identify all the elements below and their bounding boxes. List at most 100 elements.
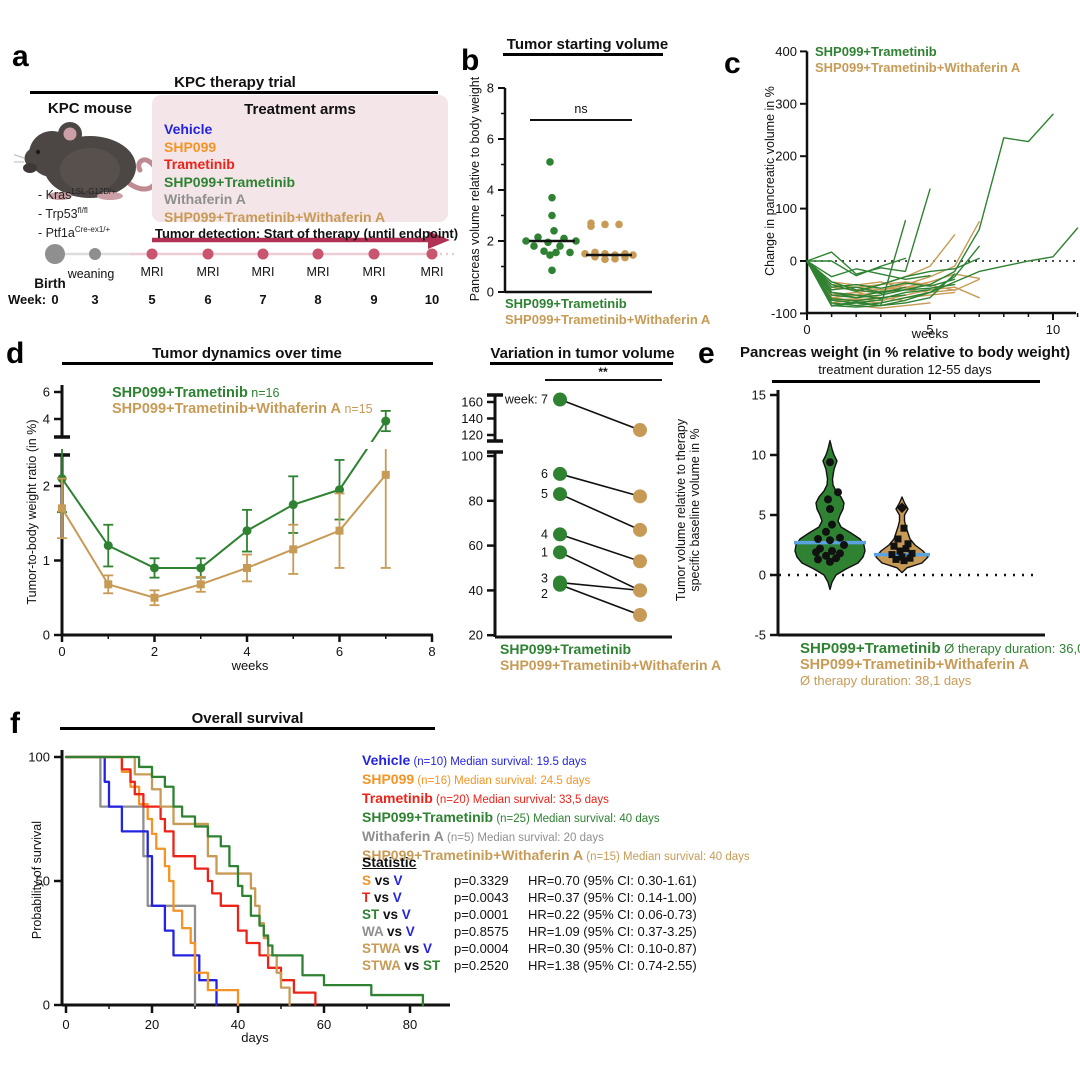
svg-text:week: 7: week: 7 bbox=[504, 393, 548, 407]
svg-text:80: 80 bbox=[469, 493, 483, 508]
panel-d-mid-ylabel: Tumor volume relative to therapy specifi… bbox=[674, 418, 702, 602]
svg-text:40: 40 bbox=[231, 1017, 245, 1032]
svg-text:5: 5 bbox=[926, 322, 933, 337]
treatment-arm-4: Withaferin A bbox=[164, 191, 246, 207]
panel-d-title-rule bbox=[62, 362, 433, 365]
panel-b-ylabel: Pancreas volume relative to body weight bbox=[468, 76, 482, 302]
panel-b-legend: SHP099+Trametinib SHP099+Trametinib+Witha… bbox=[505, 296, 710, 328]
tumor-detection-label: Tumor detection: Start of therapy (until… bbox=[155, 226, 459, 241]
svg-text:0: 0 bbox=[790, 254, 797, 269]
svg-text:4: 4 bbox=[487, 183, 494, 198]
svg-text:0: 0 bbox=[759, 568, 766, 583]
svg-text:2: 2 bbox=[487, 234, 494, 249]
svg-text:0: 0 bbox=[62, 1017, 69, 1032]
svg-text:6: 6 bbox=[541, 467, 548, 481]
panel-b-legend-0: SHP099+Trametinib bbox=[505, 296, 627, 311]
svg-text:5: 5 bbox=[541, 487, 548, 501]
treatment-arm-2: Trametinib bbox=[164, 156, 235, 172]
panel-d-ylabel: Tumor-to-body weight ratio (in %) bbox=[25, 419, 39, 605]
svg-text:MRI: MRI bbox=[363, 265, 386, 279]
svg-text:5: 5 bbox=[759, 508, 766, 523]
svg-text:2: 2 bbox=[43, 479, 50, 494]
svg-text:MRI: MRI bbox=[307, 265, 330, 279]
svg-text:0: 0 bbox=[51, 292, 58, 307]
svg-text:-100: -100 bbox=[771, 306, 797, 321]
svg-text:MRI: MRI bbox=[141, 265, 164, 279]
panel-label-d: d bbox=[6, 337, 25, 370]
panel-f-title-rule bbox=[60, 727, 435, 730]
svg-text:0: 0 bbox=[58, 644, 65, 659]
svg-text:4: 4 bbox=[541, 527, 548, 541]
panel-a-title: KPC therapy trial bbox=[174, 74, 296, 91]
svg-text:120: 120 bbox=[461, 428, 483, 443]
svg-text:0: 0 bbox=[803, 322, 810, 337]
svg-text:-5: -5 bbox=[754, 628, 766, 643]
treatment-arm-0: Vehicle bbox=[164, 121, 213, 137]
panel-f-xlabel: days bbox=[241, 1030, 269, 1045]
genotype-list: - KrasLSL-G12D/+ - Trp53fl/fl - Ptf1aCre… bbox=[38, 184, 116, 241]
km-legend-0: Vehicle (n=10) Median survival: 19.5 day… bbox=[362, 752, 587, 768]
panel-d-mid-legend: SHP099+Trametinib SHP099+Trametinib+Witha… bbox=[500, 641, 721, 673]
panel-d-legend-1: SHP099+Trametinib+Withaferin A n=15 bbox=[112, 401, 373, 417]
panel-a-title-rule bbox=[30, 91, 438, 94]
km-legend-3: SHP099+Trametinib (n=25) Median survival… bbox=[362, 809, 660, 825]
panel-f-title: Overall survival bbox=[191, 710, 304, 727]
treatment-arms-box: Treatment arms Vehicle SHP099 Trametinib SH… bbox=[152, 95, 448, 225]
svg-text:10: 10 bbox=[752, 448, 766, 463]
svg-text:4: 4 bbox=[43, 412, 50, 427]
svg-text:MRI: MRI bbox=[252, 265, 275, 279]
km-legend-1: SHP099 (n=16) Median survival: 24.5 days bbox=[362, 771, 591, 787]
genotype-trp53: - Trp53fl/fl bbox=[38, 206, 88, 222]
km-stats-header: Statistic bbox=[362, 854, 417, 870]
panel-d-xlabel: weeks bbox=[231, 658, 269, 673]
svg-text:10: 10 bbox=[1046, 322, 1060, 337]
svg-text:8: 8 bbox=[428, 644, 435, 659]
mouse-illustration bbox=[14, 122, 160, 200]
svg-text:1: 1 bbox=[541, 545, 548, 559]
km-legend: Vehicle (n=10) Median survival: 19.5 day… bbox=[362, 752, 750, 866]
svg-text:100: 100 bbox=[775, 201, 797, 216]
svg-text:Week:: Week: bbox=[8, 292, 46, 307]
treatment-arms-title: Treatment arms bbox=[244, 101, 356, 118]
svg-text:20: 20 bbox=[469, 628, 483, 643]
panel-e-title: Pancreas weight (in % relative to body w… bbox=[740, 344, 1071, 361]
svg-text:MRI: MRI bbox=[197, 265, 220, 279]
panel-c-legend-1: SHP099+Trametinib+Withaferin A bbox=[815, 60, 1021, 75]
panel-e-legend: SHP099+Trametinib Ø therapy duration: 36… bbox=[800, 640, 1080, 689]
panel-f-ylabel: Probability of survival bbox=[30, 820, 44, 940]
genotype-ptf1a: - Ptf1aCre-ex1/+ bbox=[38, 225, 111, 241]
svg-text:0: 0 bbox=[43, 998, 50, 1013]
svg-text:0: 0 bbox=[43, 628, 50, 643]
svg-text:9: 9 bbox=[370, 292, 377, 307]
svg-text:2: 2 bbox=[541, 587, 548, 601]
svg-text:160: 160 bbox=[461, 395, 483, 410]
svg-text:140: 140 bbox=[461, 411, 483, 426]
svg-text:8: 8 bbox=[314, 292, 321, 307]
panel-d-mid-title: Variation in tumor volume bbox=[490, 345, 675, 362]
svg-text:6: 6 bbox=[336, 644, 343, 659]
svg-text:50: 50 bbox=[36, 874, 50, 889]
svg-text:1: 1 bbox=[43, 553, 50, 568]
svg-text:40: 40 bbox=[469, 583, 483, 598]
svg-text:200: 200 bbox=[775, 149, 797, 164]
svg-text:15: 15 bbox=[752, 388, 766, 403]
panel-d-legend: SHP099+Trametinib n=16 SHP099+Trametinib+… bbox=[112, 385, 373, 417]
treatment-arm-1: SHP099 bbox=[164, 138, 217, 155]
km-legend-2: Trametinib (n=20) Median survival: 33,5 … bbox=[362, 790, 609, 806]
panel-label-f: f bbox=[10, 707, 20, 740]
svg-text:300: 300 bbox=[775, 96, 797, 111]
panel-label-e: e bbox=[698, 337, 715, 370]
svg-text:2: 2 bbox=[151, 644, 158, 659]
svg-text:80: 80 bbox=[403, 1017, 417, 1032]
treatment-arm-3: SHP099+Trametinib bbox=[164, 173, 296, 190]
svg-text:5: 5 bbox=[148, 292, 155, 307]
panel-e-title-rule bbox=[772, 380, 1040, 383]
svg-text:8: 8 bbox=[487, 81, 494, 96]
